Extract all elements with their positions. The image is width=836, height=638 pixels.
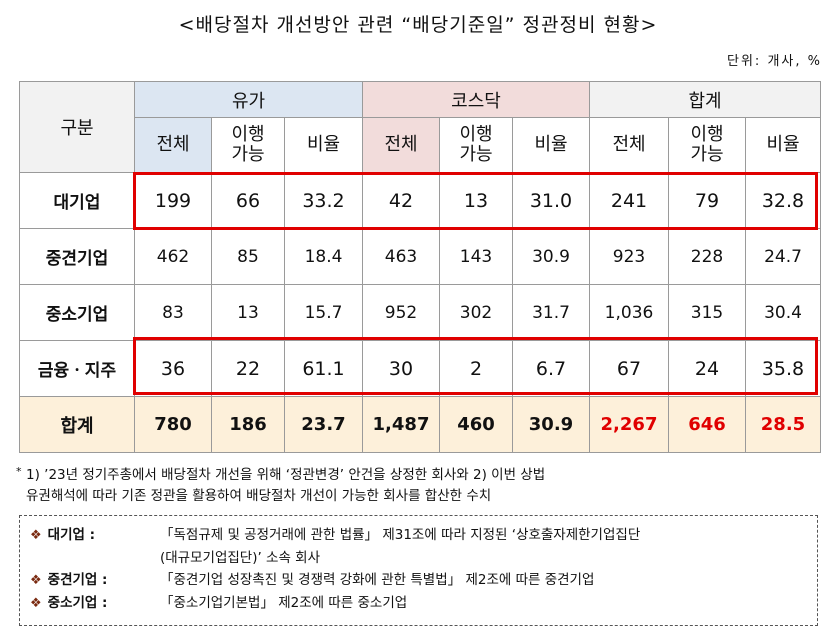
table-cell: 32.8 — [745, 172, 821, 229]
table-cell: 24 — [668, 340, 746, 397]
definition-text-cont: (대규모기업집단)’ 소속 회사 — [160, 550, 321, 566]
table-cell: 923 — [589, 228, 669, 285]
definition-label: 대기업 : — [47, 527, 96, 543]
footnote-mark: * — [16, 465, 22, 478]
header-sub-text: 이행 가능 — [459, 124, 493, 165]
table-cell: 23.7 — [284, 396, 363, 453]
table-cell-highlight: 2,267 — [589, 396, 669, 453]
header-group-total: 합계 — [589, 81, 821, 118]
table-row: 중견기업 462 85 18.4 463 143 30.9 923 228 24… — [19, 228, 821, 285]
definitions-box: ❖ 대기업 : 「독점규제 및 공정거래에 관한 법률」 제31조에 따라 지정된… — [19, 515, 818, 626]
header-sub: 비율 — [512, 117, 590, 173]
table-cell: 143 — [439, 228, 513, 285]
row-label: 중소기업 — [19, 284, 135, 341]
table-cell: 463 — [362, 228, 440, 285]
table-cell: 36 — [134, 340, 212, 397]
header-sub: 전체 — [134, 117, 212, 173]
table-cell: 15.7 — [284, 284, 363, 341]
table-cell: 30.9 — [512, 228, 590, 285]
header-sub: 이행 가능 — [439, 117, 513, 173]
table-cell: 302 — [439, 284, 513, 341]
table-cell: 199 — [134, 172, 212, 229]
definition-item: ❖ 중견기업 : 「중견기업 성장촉진 및 경쟁력 강화에 관한 특별법」 제2조… — [30, 569, 817, 592]
header-sub: 전체 — [589, 117, 669, 173]
dividend-table: 구분 유가 코스닥 합계 전체 이행 가능 비율 전체 이행 가능 비율 전체 … — [19, 81, 821, 453]
table-cell: 61.1 — [284, 340, 363, 397]
table-cell: 33.2 — [284, 172, 363, 229]
header-sub: 비율 — [284, 117, 363, 173]
row-label: 중견기업 — [19, 228, 135, 285]
row-label: 합계 — [19, 396, 135, 453]
table-cell: 35.8 — [745, 340, 821, 397]
row-label: 대기업 — [19, 172, 135, 229]
definition-label: 중견기업 : — [47, 572, 108, 588]
table-row: 중소기업 83 13 15.7 952 302 31.7 1,036 315 3… — [19, 284, 821, 341]
header-sub-text: 이행 가능 — [690, 124, 724, 165]
definition-text: 「독점규제 및 공정거래에 관한 법률」 제31조에 따라 지정된 ‘상호출자제… — [160, 527, 641, 543]
table-cell: 460 — [439, 396, 513, 453]
table-cell: 31.0 — [512, 172, 590, 229]
header-sub: 이행 가능 — [211, 117, 285, 173]
header-sub-text: 이행 가능 — [231, 124, 265, 165]
header-group-kosdaq: 코스닥 — [362, 81, 590, 118]
header-sub: 전체 — [362, 117, 440, 173]
table-row: 금융ㆍ지주 36 22 61.1 30 2 6.7 67 24 35.8 — [19, 340, 821, 397]
table-cell: 13 — [439, 172, 513, 229]
table-cell: 30 — [362, 340, 440, 397]
definition-text: 「중견기업 성장촉진 및 경쟁력 강화에 관한 특별법」 제2조에 따른 중견기… — [160, 572, 595, 588]
definition-label: 중소기업 : — [47, 595, 108, 611]
table-cell: 18.4 — [284, 228, 363, 285]
header-gubun: 구분 — [19, 81, 135, 173]
table-cell: 85 — [211, 228, 285, 285]
table-cell: 952 — [362, 284, 440, 341]
diamond-icon: ❖ — [30, 528, 42, 543]
unit-label: 단위: 개사, % — [727, 54, 822, 69]
table-cell: 24.7 — [745, 228, 821, 285]
table-cell: 6.7 — [512, 340, 590, 397]
table-row-total: 합계 780 186 23.7 1,487 460 30.9 2,267 646… — [19, 396, 821, 453]
table-cell: 42 — [362, 172, 440, 229]
table-cell: 30.9 — [512, 396, 590, 453]
diamond-icon: ❖ — [30, 573, 42, 588]
diamond-icon: ❖ — [30, 596, 42, 611]
table-cell: 79 — [668, 172, 746, 229]
table-cell: 66 — [211, 172, 285, 229]
table-cell: 67 — [589, 340, 669, 397]
table-cell: 30.4 — [745, 284, 821, 341]
table-cell: 1,036 — [589, 284, 669, 341]
table-cell-highlight: 28.5 — [745, 396, 821, 453]
definition-item: ❖ 중소기업 : 「중소기업기본법」 제2조에 따른 중소기업 — [30, 592, 817, 615]
table-cell: 780 — [134, 396, 212, 453]
table-cell: 31.7 — [512, 284, 590, 341]
definition-text: 「중소기업기본법」 제2조에 따른 중소기업 — [160, 595, 408, 611]
table-cell: 315 — [668, 284, 746, 341]
table-cell-highlight: 646 — [668, 396, 746, 453]
table-cell: 13 — [211, 284, 285, 341]
page-title: <배당절차 개선방안 관련 “배당기준일” 정관정비 현황> — [178, 14, 658, 36]
table-cell: 1,487 — [362, 396, 440, 453]
table-cell: 83 — [134, 284, 212, 341]
table-cell: 241 — [589, 172, 669, 229]
footnote: * 1) ’23년 정기주총에서 배당절차 개선을 위해 ‘정관변경’ 안건을 … — [16, 465, 816, 507]
definition-item: ❖ 대기업 : 「독점규제 및 공정거래에 관한 법률」 제31조에 따라 지정된… — [30, 524, 817, 547]
table-cell: 186 — [211, 396, 285, 453]
table-row: 대기업 199 66 33.2 42 13 31.0 241 79 32.8 — [19, 172, 821, 229]
table-cell: 22 — [211, 340, 285, 397]
table-cell: 228 — [668, 228, 746, 285]
header-sub: 이행 가능 — [668, 117, 746, 173]
footnote-line: 1) ’23년 정기주총에서 배당절차 개선을 위해 ‘정관변경’ 안건을 상정… — [26, 467, 546, 483]
header-sub: 비율 — [745, 117, 821, 173]
header-group-yuga: 유가 — [134, 81, 363, 118]
table-cell: 2 — [439, 340, 513, 397]
row-label: 금융ㆍ지주 — [19, 340, 135, 397]
footnote-line: 유권해석에 따라 기존 정관을 활용하여 배당절차 개선이 가능한 회사를 합산… — [26, 488, 492, 504]
table-cell: 462 — [134, 228, 212, 285]
